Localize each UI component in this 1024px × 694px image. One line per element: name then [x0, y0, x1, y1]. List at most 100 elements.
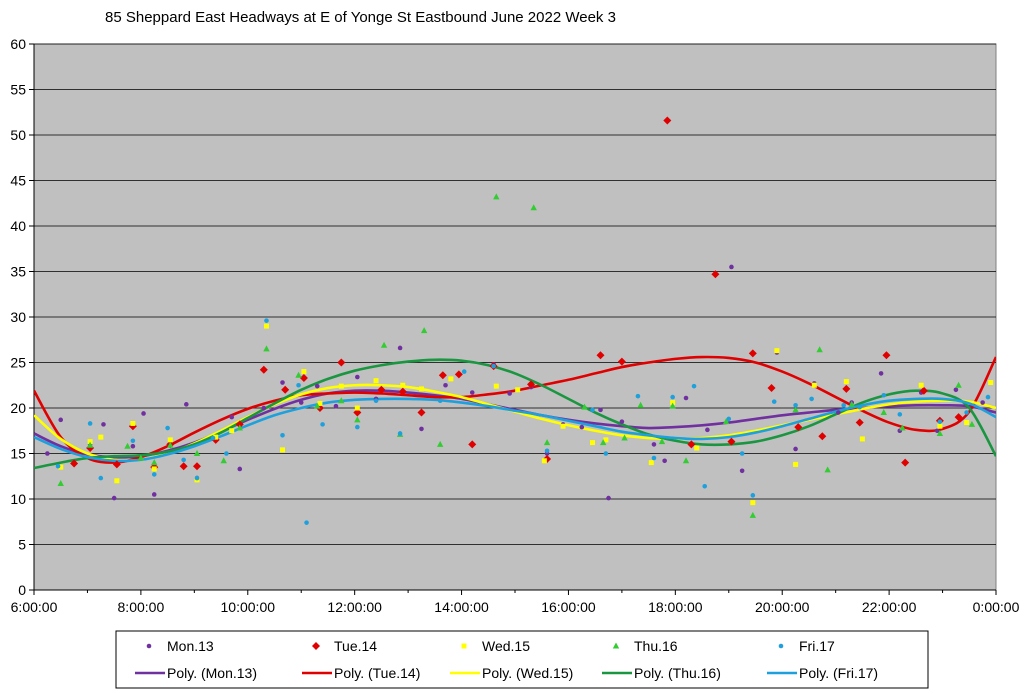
data-point	[635, 393, 641, 399]
data-point	[167, 437, 173, 443]
data-point	[280, 380, 285, 385]
data-point	[857, 404, 863, 410]
data-point	[589, 440, 595, 446]
data-point	[882, 351, 891, 360]
data-point	[98, 475, 104, 481]
data-point	[114, 478, 120, 484]
data-point	[165, 425, 170, 431]
data-point	[691, 383, 697, 389]
data-point	[151, 466, 157, 472]
data-point	[739, 468, 745, 474]
data-point	[748, 349, 757, 358]
data-point	[194, 475, 200, 481]
data-point	[437, 398, 443, 404]
legend-label: Poly. (Mon.13)	[167, 665, 257, 681]
data-point	[86, 441, 94, 448]
data-point	[953, 387, 959, 393]
data-point	[151, 472, 157, 477]
data-point	[774, 348, 780, 354]
y-tick-label: 20	[10, 400, 26, 416]
data-point	[651, 442, 657, 447]
data-point	[702, 483, 708, 489]
data-point	[111, 495, 117, 501]
data-point	[581, 403, 588, 410]
data-point	[130, 438, 136, 444]
data-point	[237, 466, 243, 472]
data-point	[263, 323, 269, 329]
data-point	[57, 480, 64, 487]
data-point	[301, 369, 307, 375]
data-point	[355, 424, 360, 430]
data-point	[670, 400, 676, 406]
data-point	[651, 455, 657, 461]
data-point	[259, 365, 268, 374]
x-tick-label: 6:00:00	[11, 599, 58, 615]
legend-box	[115, 630, 929, 689]
data-point	[937, 423, 943, 429]
data-point	[193, 462, 202, 471]
data-point	[236, 424, 243, 431]
legend-label: Thu.16	[634, 638, 678, 654]
data-point	[87, 439, 93, 445]
data-point	[281, 385, 290, 394]
data-point	[454, 370, 463, 379]
data-point	[224, 451, 229, 456]
data-point	[515, 387, 521, 393]
data-point	[793, 402, 798, 408]
data-point	[621, 434, 628, 441]
data-point	[151, 492, 157, 497]
data-point	[235, 420, 244, 429]
data-point	[137, 454, 145, 461]
data-point	[220, 457, 227, 464]
data-point	[955, 381, 962, 388]
data-points	[45, 116, 994, 525]
data-point	[338, 397, 345, 404]
legend-marker	[312, 642, 320, 650]
data-point	[507, 391, 512, 396]
trendline-4	[34, 397, 996, 463]
data-point	[663, 116, 672, 125]
data-point	[897, 412, 903, 417]
data-point	[637, 401, 644, 408]
data-point	[530, 204, 537, 211]
data-point	[354, 405, 360, 411]
data-point	[184, 402, 189, 407]
data-point	[193, 450, 201, 456]
legend-marker	[778, 643, 784, 649]
data-point	[836, 410, 841, 415]
data-point	[603, 437, 609, 443]
data-point	[599, 439, 607, 446]
data-point	[848, 400, 855, 407]
x-tick-label: 12:00:00	[327, 599, 382, 615]
data-point	[809, 396, 814, 402]
data-point	[727, 437, 736, 446]
legend: Mon.13 Tue.14 Wed.15 Thu.16 Fri.17 Poly. (Mon…	[115, 630, 929, 689]
y-tick-label: 35	[10, 264, 26, 280]
data-point	[141, 411, 146, 416]
data-point	[298, 400, 304, 405]
data-point	[669, 402, 676, 409]
data-point	[705, 427, 710, 433]
data-point	[373, 378, 379, 384]
data-point	[400, 382, 406, 388]
data-point	[320, 422, 325, 427]
data-point	[314, 383, 320, 389]
y-tick-label: 50	[10, 127, 26, 143]
y-tick-label: 15	[10, 446, 26, 462]
y-tick-label: 30	[10, 309, 26, 325]
data-point	[683, 395, 689, 401]
data-point	[824, 466, 831, 473]
data-point	[899, 424, 906, 431]
data-point	[619, 419, 625, 424]
x-tick-label: 20:00:00	[755, 599, 810, 615]
data-point	[544, 448, 550, 454]
data-point	[855, 418, 864, 427]
data-point	[682, 457, 690, 464]
data-point	[980, 400, 985, 405]
trendline-3	[34, 358, 996, 470]
data-point	[771, 399, 777, 404]
data-point	[338, 383, 344, 389]
data-point	[767, 383, 776, 392]
data-point	[55, 463, 61, 469]
data-point	[687, 440, 696, 449]
